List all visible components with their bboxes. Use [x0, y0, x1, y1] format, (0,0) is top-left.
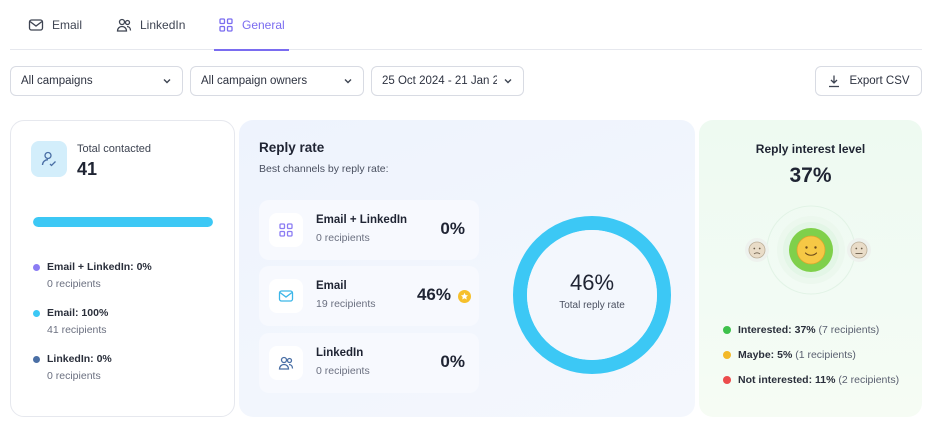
sad-face-icon — [745, 238, 769, 262]
tab-linkedin[interactable]: LinkedIn — [116, 0, 185, 50]
legend-not-interested: Not interested: 11% (2 recipients) — [723, 374, 899, 386]
legend-label: Not interested: — [738, 374, 813, 386]
channel-recipients: 0 recipients — [316, 365, 370, 377]
breakdown-sub: 0 recipients — [47, 370, 101, 382]
campaigns-select[interactable]: All campaigns — [10, 66, 183, 96]
channel-rate: 0% — [440, 352, 465, 371]
chevron-down-icon — [344, 79, 352, 84]
channel-recipients: 0 recipients — [316, 232, 370, 244]
channel-name: Email + LinkedIn — [316, 214, 408, 226]
legend-dot — [723, 376, 731, 384]
tab-linkedin-label: LinkedIn — [140, 18, 186, 32]
breakdown-title: Email: 100% — [47, 307, 109, 319]
breakdown-sub: 41 recipients — [47, 324, 107, 336]
interest-title: Reply interest level — [755, 142, 866, 156]
interest-emoji-graphic — [745, 205, 871, 295]
channel-rate: 0% — [440, 219, 465, 238]
legend-label: Interested: — [738, 324, 792, 336]
tab-general[interactable]: General — [214, 0, 289, 51]
date-range-select[interactable]: 25 Oct 2024 - 21 Jan 2025 — [371, 66, 524, 96]
grid-icon — [269, 213, 303, 247]
chevron-down-icon — [504, 79, 512, 84]
channel-tabs: Email LinkedIn General — [10, 0, 922, 51]
legend-pct: 37% — [794, 324, 816, 336]
legend-pct: 5% — [777, 349, 793, 361]
grid-icon — [219, 18, 233, 32]
legend-count: (2 recipients) — [838, 374, 900, 386]
breakdown-sub: 0 recipients — [47, 278, 101, 290]
neutral-face-icon — [847, 238, 871, 262]
breakdown-item-email-linkedin: Email + LinkedIn: 0% 0 recipients — [33, 261, 152, 290]
reply-rate-title: Reply rate — [259, 140, 325, 155]
channel-row-email-linkedin: Email + LinkedIn 0 recipients 0% — [259, 200, 479, 260]
legend-dot — [723, 351, 731, 359]
date-range-value: 25 Oct 2024 - 21 Jan 2025 — [382, 75, 497, 87]
users-icon — [269, 346, 303, 380]
contacted-progress-fill — [33, 217, 213, 227]
legend-count: (1 recipients) — [795, 349, 856, 361]
campaigns-select-value: All campaigns — [21, 75, 93, 87]
channel-recipients: 19 recipients — [316, 298, 376, 310]
channel-name: Email — [316, 280, 347, 292]
interest-value: 37% — [789, 164, 832, 187]
export-csv-button[interactable]: Export CSV — [815, 66, 922, 96]
legend-label: Maybe: — [738, 349, 775, 361]
tab-general-label: General — [242, 18, 285, 32]
total-contacted-value: 41 — [77, 159, 98, 179]
total-reply-rate-label: Total reply rate — [559, 300, 625, 311]
legend-dot — [33, 355, 40, 363]
breakdown-title: LinkedIn: 0% — [47, 353, 112, 365]
legend-dot — [723, 326, 731, 334]
total-reply-rate-value: 46% — [569, 270, 615, 295]
channel-row-email: Email 19 recipients 46% — [259, 266, 479, 326]
download-icon — [829, 75, 840, 88]
best-channel-star-icon — [458, 290, 471, 303]
donut-inner — [527, 230, 657, 360]
chevron-down-icon — [163, 79, 171, 84]
total-contacted-label: Total contacted — [77, 143, 151, 155]
legend-dot — [33, 263, 40, 271]
channel-name: LinkedIn — [316, 347, 364, 359]
users-icon — [116, 18, 132, 32]
legend-pct: 11% — [815, 374, 836, 386]
contacted-progress-bar — [33, 217, 213, 227]
donut-arc — [513, 216, 671, 374]
channel-row-linkedin: LinkedIn 0 recipients 0% — [259, 333, 479, 393]
interest-level-card: Reply interest level 37% — [699, 120, 922, 417]
breakdown-title: Email + LinkedIn: 0% — [47, 261, 152, 273]
export-csv-label: Export CSV — [849, 75, 910, 87]
owners-select-value: All campaign owners — [201, 75, 308, 87]
reply-rate-subtitle: Best channels by reply rate: — [259, 163, 389, 175]
mail-icon — [269, 279, 303, 313]
tab-email-label: Email — [52, 18, 83, 32]
breakdown-item-email: Email: 100% 41 recipients — [33, 307, 108, 336]
reply-rate-donut — [513, 216, 671, 374]
breakdown-item-linkedin: LinkedIn: 0% 0 recipients — [33, 353, 112, 382]
happy-face-icon — [789, 228, 833, 272]
legend-count: (7 recipients) — [818, 324, 880, 336]
total-contacted-card: Total contacted 41 Email + LinkedIn: 0% … — [10, 120, 235, 417]
channel-rate: 46% — [416, 285, 451, 304]
owners-select[interactable]: All campaign owners — [190, 66, 364, 96]
legend-maybe: Maybe: 5% (1 recipients) — [723, 349, 856, 361]
mail-icon — [28, 19, 44, 31]
reply-rate-card: Reply rate Best channels by reply rate: … — [239, 120, 695, 417]
contact-icon — [31, 141, 67, 177]
legend-interested: Interested: 37% (7 recipients) — [723, 324, 879, 336]
tab-email[interactable]: Email — [28, 0, 82, 50]
legend-dot — [33, 309, 40, 317]
